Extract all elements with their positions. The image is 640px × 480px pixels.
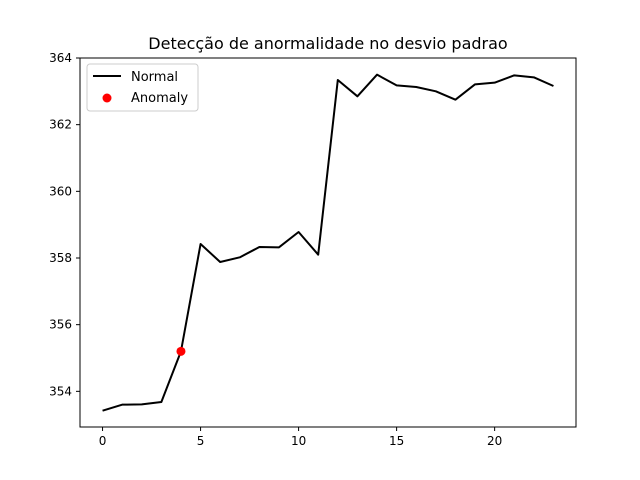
x-tick-label: 0 (99, 434, 107, 448)
y-tick-label: 360 (49, 184, 72, 198)
axis-ticks: 0 5 10 15 20 354 356 358 360 362 364 (49, 51, 502, 448)
legend-anomaly-swatch (102, 93, 112, 103)
y-tick-label: 354 (49, 384, 72, 398)
y-tick-label: 362 (49, 118, 72, 132)
x-tick-label: 15 (389, 434, 404, 448)
x-tick-label: 10 (291, 434, 306, 448)
axes-frame (79, 57, 577, 428)
y-tick-label: 364 (49, 51, 72, 65)
legend-anomaly-label: Anomaly (131, 91, 188, 106)
x-tick-label: 5 (197, 434, 205, 448)
y-tick-label: 358 (49, 251, 72, 265)
legend: Normal Anomaly (86, 63, 199, 112)
legend-normal-label: Normal (131, 70, 178, 85)
chart-title: Detecção de anormalidade no desvio padra… (148, 34, 507, 53)
anomaly-point (176, 346, 186, 356)
plot-area (102, 73, 554, 412)
y-tick-label: 356 (49, 318, 72, 332)
x-tick-label: 20 (487, 434, 502, 448)
series-line-normal (102, 73, 554, 412)
